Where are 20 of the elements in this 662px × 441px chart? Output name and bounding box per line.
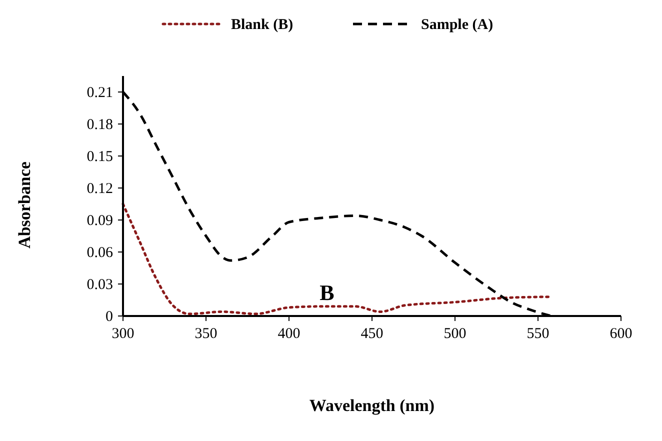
x-tick-label: 400: [278, 326, 300, 342]
x-tick-label: 450: [360, 326, 384, 342]
x-axis-title: Wavelength (nm): [309, 396, 435, 415]
y-tick-label: 0: [106, 309, 113, 325]
x-tick-label: 300: [112, 326, 134, 342]
y-tick-label: 0.12: [86, 181, 113, 197]
y-tick-label: 0.06: [86, 245, 114, 261]
y-tick-label: 0.09: [86, 213, 113, 229]
x-tick-label: 550: [526, 326, 550, 342]
y-axis-title: Absorbance: [15, 161, 34, 248]
legend-label: Blank (B): [231, 17, 294, 33]
y-tick-label: 0.15: [86, 149, 113, 165]
y-tick-label: 0.21: [86, 85, 113, 101]
x-tick-label: 600: [610, 326, 632, 342]
legend-label: Sample (A): [421, 17, 494, 33]
y-tick-label: 0.03: [86, 277, 113, 293]
annotation: B: [320, 280, 335, 305]
x-tick-label: 350: [194, 326, 218, 342]
x-tick-label: 500: [444, 326, 466, 342]
y-tick-label: 0.18: [86, 117, 113, 133]
